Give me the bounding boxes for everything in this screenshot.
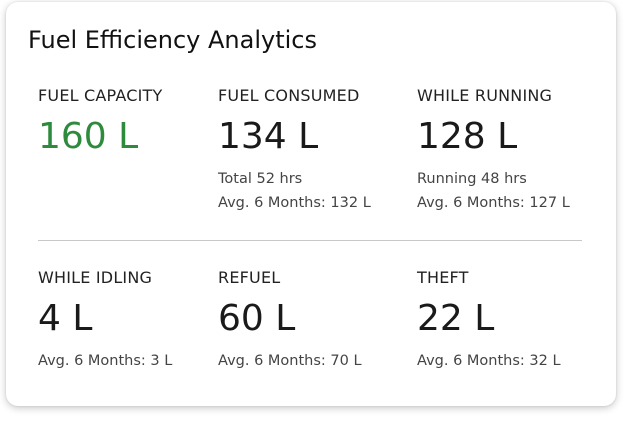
metric-average: Avg. 6 Months: 127 L — [417, 195, 570, 211]
metric-label: WHILE IDLING — [38, 268, 153, 287]
metric-while-idling: WHILE IDLING 4 L Avg. 6 Months: 3 L — [38, 268, 228, 373]
section-divider — [38, 240, 582, 241]
metric-label: FUEL CONSUMED — [218, 86, 360, 105]
fuel-efficiency-card: Fuel Efficiency Analytics FUEL CAPACITY … — [6, 2, 616, 406]
metric-subtext: Running 48 hrs — [417, 171, 527, 187]
metric-average: Avg. 6 Months: 32 L — [417, 353, 561, 369]
metric-while-running: WHILE RUNNING 128 L Running 48 hrs Avg. … — [417, 86, 607, 215]
metric-value: 160 L — [38, 116, 139, 157]
metric-theft: THEFT 22 L Avg. 6 Months: 32 L — [417, 268, 607, 373]
metric-fuel-capacity: FUEL CAPACITY 160 L — [38, 86, 228, 159]
metric-label: REFUEL — [218, 268, 281, 287]
metric-fuel-consumed: FUEL CONSUMED 134 L Total 52 hrs Avg. 6 … — [218, 86, 408, 215]
metric-value: 4 L — [38, 298, 93, 339]
card-title: Fuel Efficiency Analytics — [28, 26, 317, 54]
metric-average: Avg. 6 Months: 3 L — [38, 353, 173, 369]
metric-value: 60 L — [218, 298, 296, 339]
metric-label: FUEL CAPACITY — [38, 86, 163, 105]
metric-value: 134 L — [218, 116, 319, 157]
metric-refuel: REFUEL 60 L Avg. 6 Months: 70 L — [218, 268, 408, 373]
metric-label: WHILE RUNNING — [417, 86, 553, 105]
metric-label: THEFT — [417, 268, 469, 287]
metric-value: 128 L — [417, 116, 518, 157]
metric-average: Avg. 6 Months: 70 L — [218, 353, 362, 369]
metric-value: 22 L — [417, 298, 495, 339]
metric-average: Avg. 6 Months: 132 L — [218, 195, 371, 211]
metric-subtext: Total 52 hrs — [218, 171, 303, 187]
